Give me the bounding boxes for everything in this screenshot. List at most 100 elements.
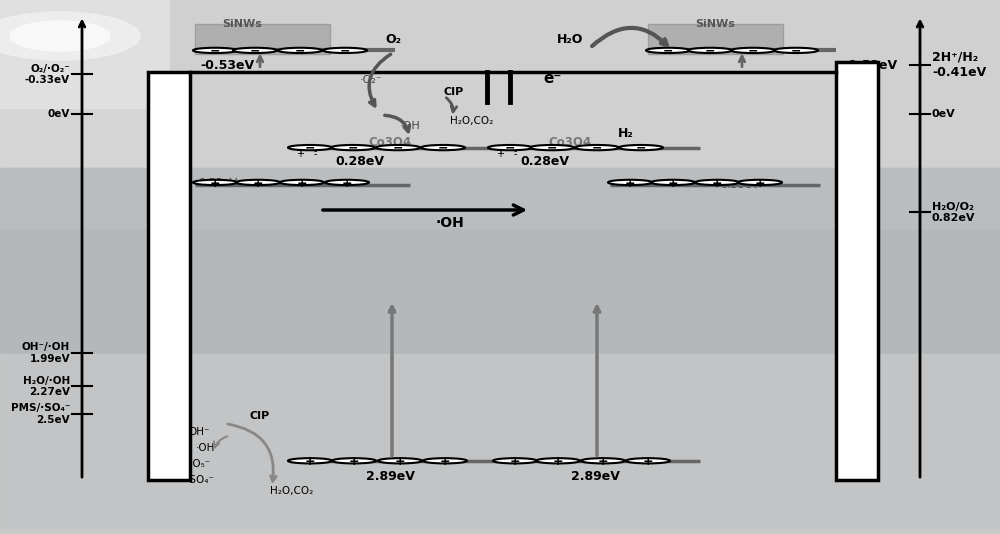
Text: ·OH: ·OH xyxy=(400,121,421,131)
Text: −: − xyxy=(748,44,758,58)
Circle shape xyxy=(423,458,467,464)
Text: +: + xyxy=(625,177,635,190)
Bar xyxy=(0,168,1000,228)
Circle shape xyxy=(193,180,237,185)
Circle shape xyxy=(331,145,375,150)
Text: 0.59eV: 0.59eV xyxy=(198,178,237,189)
Text: H₂O: H₂O xyxy=(557,33,583,46)
Text: −: − xyxy=(438,142,448,155)
Bar xyxy=(170,0,1000,168)
Text: −: − xyxy=(636,142,646,155)
Text: +: + xyxy=(297,177,307,190)
Text: ·OH: ·OH xyxy=(196,443,215,453)
Text: +: + xyxy=(440,455,450,468)
Text: 2.89eV: 2.89eV xyxy=(366,470,414,483)
Text: +: + xyxy=(712,177,722,190)
Circle shape xyxy=(421,145,465,150)
Text: −: − xyxy=(295,44,305,58)
Circle shape xyxy=(619,145,663,150)
Circle shape xyxy=(530,145,574,150)
Circle shape xyxy=(233,48,277,53)
Bar xyxy=(195,24,330,54)
Circle shape xyxy=(332,458,376,464)
Circle shape xyxy=(376,145,420,150)
Text: CIP: CIP xyxy=(443,88,463,97)
Circle shape xyxy=(288,458,332,464)
Text: ·OH: ·OH xyxy=(436,216,464,230)
Circle shape xyxy=(536,458,580,464)
Text: OH⁻: OH⁻ xyxy=(188,427,210,437)
Text: −: − xyxy=(592,142,602,155)
Text: OH⁻/·OH
1.99eV: OH⁻/·OH 1.99eV xyxy=(22,342,70,364)
Text: 2.89eV: 2.89eV xyxy=(571,470,619,483)
Circle shape xyxy=(646,48,690,53)
Text: −: − xyxy=(705,44,715,58)
Ellipse shape xyxy=(10,21,110,51)
Text: −: − xyxy=(348,142,358,155)
Text: −: − xyxy=(250,44,260,58)
Text: −: − xyxy=(547,142,557,155)
Text: +: + xyxy=(210,177,220,190)
Text: H₂: H₂ xyxy=(618,127,634,140)
Text: −: − xyxy=(663,44,673,58)
Circle shape xyxy=(280,180,324,185)
Text: Co3O4: Co3O4 xyxy=(548,136,592,148)
Bar xyxy=(0,168,1000,528)
Text: Co3O4: Co3O4 xyxy=(368,136,412,148)
Text: e⁻: e⁻ xyxy=(544,70,562,85)
Bar xyxy=(0,0,180,168)
Text: −: − xyxy=(340,44,350,58)
Text: +: + xyxy=(643,455,653,468)
Circle shape xyxy=(193,48,237,53)
Text: HSO₅⁻: HSO₅⁻ xyxy=(178,459,210,469)
Bar xyxy=(0,354,1000,534)
Bar xyxy=(148,72,190,480)
Text: 0.59eV: 0.59eV xyxy=(720,179,759,190)
Text: -0.53eV: -0.53eV xyxy=(843,59,897,72)
Text: ·SO₄⁻: ·SO₄⁻ xyxy=(187,475,215,485)
Circle shape xyxy=(608,180,652,185)
Text: −: − xyxy=(210,44,220,58)
Text: +: + xyxy=(496,149,504,159)
Text: -: - xyxy=(313,146,317,155)
Bar xyxy=(0,0,200,108)
Circle shape xyxy=(488,145,532,150)
Text: +: + xyxy=(496,146,504,155)
Text: +: + xyxy=(668,177,678,190)
Circle shape xyxy=(288,145,332,150)
Text: O₂/·O₂⁻
-0.33eV: O₂/·O₂⁻ -0.33eV xyxy=(25,64,70,85)
Circle shape xyxy=(378,458,422,464)
Text: −: − xyxy=(791,44,801,58)
Text: +: + xyxy=(755,177,765,190)
Text: 0.28eV: 0.28eV xyxy=(336,155,384,168)
Text: 0eV: 0eV xyxy=(932,109,956,119)
Text: −: − xyxy=(393,142,403,155)
Circle shape xyxy=(731,48,775,53)
Ellipse shape xyxy=(0,12,140,60)
Circle shape xyxy=(278,48,322,53)
Circle shape xyxy=(651,180,695,185)
Text: -: - xyxy=(513,146,517,155)
Text: H₂O/O₂
0.82eV: H₂O/O₂ 0.82eV xyxy=(932,202,976,223)
Text: SiNWs: SiNWs xyxy=(696,19,735,28)
Text: H₂O,CO₂: H₂O,CO₂ xyxy=(450,116,493,126)
Circle shape xyxy=(236,180,280,185)
Text: +: + xyxy=(305,455,315,468)
Text: +: + xyxy=(342,177,352,190)
Circle shape xyxy=(493,458,537,464)
Circle shape xyxy=(581,458,625,464)
Text: +: + xyxy=(598,455,608,468)
Text: ·O₂⁻: ·O₂⁻ xyxy=(360,75,383,85)
Text: O₂: O₂ xyxy=(385,33,401,46)
Circle shape xyxy=(695,180,739,185)
Text: 0eV: 0eV xyxy=(48,109,70,119)
Circle shape xyxy=(688,48,732,53)
Text: +: + xyxy=(296,146,304,155)
Text: H₂O,CO₂: H₂O,CO₂ xyxy=(270,486,313,496)
Text: -0.53eV: -0.53eV xyxy=(200,59,254,72)
Text: −: − xyxy=(505,142,515,155)
Text: SiNWs: SiNWs xyxy=(222,19,262,28)
Text: +: + xyxy=(395,455,405,468)
Circle shape xyxy=(738,180,782,185)
Bar xyxy=(836,62,878,480)
